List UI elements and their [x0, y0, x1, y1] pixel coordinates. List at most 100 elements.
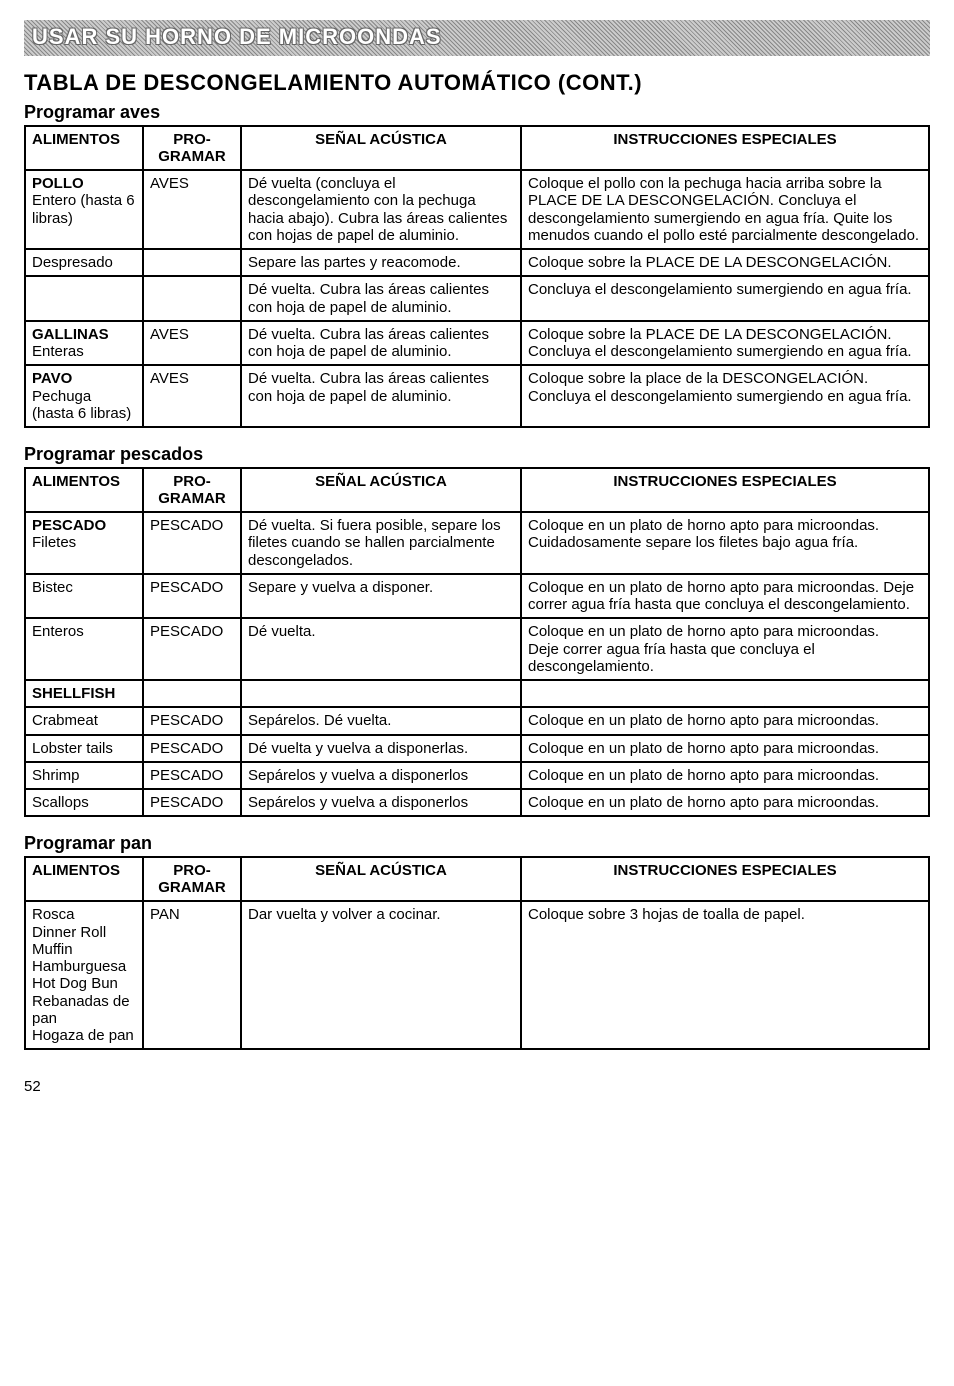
food-bold: POLLO [32, 175, 84, 192]
food-plain: RoscaDinner RollMuffinHamburguesaHot Dog… [32, 906, 134, 1044]
instructions-cell: Coloque en un plato de horno apto para m… [521, 735, 929, 762]
food-cell: Scallops [25, 789, 143, 816]
food-cell [25, 276, 143, 321]
program-cell: PESCADO [143, 574, 241, 619]
instructions-cell: Coloque sobre 3 hojas de toalla de papel… [521, 901, 929, 1049]
column-header: ALIMENTOS [25, 468, 143, 512]
program-cell: PESCADO [143, 707, 241, 734]
table-row: Crabmeat PESCADOSepárelos. Dé vuelta.Colo… [25, 707, 929, 734]
food-plain: Pechuga (hasta 6 libras) [32, 388, 131, 422]
food-bold: SHELLFISH [32, 685, 115, 702]
instructions-cell: Coloque en un plato de horno apto para m… [521, 512, 929, 574]
column-header: PRO-GRAMAR [143, 126, 241, 170]
food-cell: POLLOEntero (hasta 6 libras) [25, 170, 143, 249]
food-cell: Enteros [25, 618, 143, 680]
section-banner: USAR SU HORNO DE MICROONDAS [24, 20, 930, 56]
program-cell [143, 249, 241, 276]
column-header: SEÑAL ACÚSTICA [241, 468, 521, 512]
instructions-cell: Coloque sobre la PLACE DE LA DESCONGELAC… [521, 321, 929, 366]
defrost-table: ALIMENTOSPRO-GRAMARSEÑAL ACÚSTICAINSTRUC… [24, 467, 930, 817]
food-plain: Entero (hasta 6 libras) [32, 192, 135, 226]
instructions-cell: Coloque sobre la PLACE DE LA DESCONGELAC… [521, 249, 929, 276]
table-row: POLLOEntero (hasta 6 libras)AVESDé vuelt… [25, 170, 929, 249]
food-plain: Bistec [32, 579, 73, 596]
section-heading: Programar pan [24, 833, 930, 854]
signal-cell: Sepárelos y vuelva a disponerlos [241, 762, 521, 789]
instructions-cell: Coloque sobre la place de la DESCONGELAC… [521, 365, 929, 427]
signal-cell: Dé vuelta. Si fuera posible, separe los … [241, 512, 521, 574]
table-row: SHELLFISH [25, 680, 929, 707]
instructions-cell: Coloque en un plato de horno apto para m… [521, 618, 929, 680]
food-plain: Scallops [32, 794, 89, 811]
food-cell: Lobster tails [25, 735, 143, 762]
food-cell: PAVOPechuga (hasta 6 libras) [25, 365, 143, 427]
program-cell: PESCADO [143, 789, 241, 816]
signal-cell: Dé vuelta. Cubra las áreas calientes con… [241, 365, 521, 427]
signal-cell: Dé vuelta. Cubra las áreas calientes con… [241, 276, 521, 321]
instructions-cell: Coloque en un plato de horno apto para m… [521, 789, 929, 816]
food-cell: Crabmeat [25, 707, 143, 734]
signal-cell: Dé vuelta. Cubra las áreas calientes con… [241, 321, 521, 366]
signal-cell [241, 680, 521, 707]
table-row: Dé vuelta. Cubra las áreas calientes con… [25, 276, 929, 321]
instructions-cell: Coloque en un plato de horno apto para m… [521, 762, 929, 789]
program-cell: PESCADO [143, 512, 241, 574]
program-cell [143, 680, 241, 707]
food-plain: Lobster tails [32, 740, 113, 757]
column-header: ALIMENTOS [25, 857, 143, 901]
instructions-cell: Coloque en un plato de horno apto para m… [521, 707, 929, 734]
food-plain: Despresado [32, 254, 113, 271]
food-cell: Shrimp [25, 762, 143, 789]
signal-cell: Dé vuelta y vuelva a disponerlas. [241, 735, 521, 762]
table-row: PAVOPechuga (hasta 6 libras)AVESDé vuelt… [25, 365, 929, 427]
table-row: Shrimp PESCADOSepárelos y vuelva a dispon… [25, 762, 929, 789]
column-header: ALIMENTOS [25, 126, 143, 170]
program-cell: PESCADO [143, 618, 241, 680]
column-header: SEÑAL ACÚSTICA [241, 857, 521, 901]
table-row: RoscaDinner RollMuffinHamburguesaHot Dog… [25, 901, 929, 1049]
program-cell: PESCADO [143, 762, 241, 789]
table-row: Bistec PESCADOSepare y vuelva a disponer.… [25, 574, 929, 619]
table-row: GALLINASEnterasAVESDé vuelta. Cubra las … [25, 321, 929, 366]
food-bold: GALLINAS [32, 326, 109, 343]
column-header: INSTRUCCIONES ESPECIALES [521, 126, 929, 170]
food-cell: RoscaDinner RollMuffinHamburguesaHot Dog… [25, 901, 143, 1049]
signal-cell: Dar vuelta y volver a cocinar. [241, 901, 521, 1049]
instructions-cell: Coloque el pollo con la pechuga hacia ar… [521, 170, 929, 249]
program-cell: PESCADO [143, 735, 241, 762]
column-header: INSTRUCCIONES ESPECIALES [521, 468, 929, 512]
food-plain: Enteros [32, 623, 84, 640]
signal-cell: Sepárelos y vuelva a disponerlos [241, 789, 521, 816]
signal-cell: Dé vuelta. [241, 618, 521, 680]
defrost-table: ALIMENTOSPRO-GRAMARSEÑAL ACÚSTICAINSTRUC… [24, 125, 930, 428]
page-title: TABLA DE DESCONGELAMIENTO AUTOMÁTICO (CO… [24, 70, 930, 96]
column-header: PRO-GRAMAR [143, 468, 241, 512]
table-row: Despresado Separe las partes y reacomode.… [25, 249, 929, 276]
signal-cell: Separe y vuelva a disponer. [241, 574, 521, 619]
program-cell [143, 276, 241, 321]
food-cell: GALLINASEnteras [25, 321, 143, 366]
food-plain: Crabmeat [32, 712, 98, 729]
program-cell: AVES [143, 365, 241, 427]
section-heading: Programar pescados [24, 444, 930, 465]
column-header: INSTRUCCIONES ESPECIALES [521, 857, 929, 901]
instructions-cell: Concluya el descongelamiento sumergiendo… [521, 276, 929, 321]
column-header: SEÑAL ACÚSTICA [241, 126, 521, 170]
section-heading: Programar aves [24, 102, 930, 123]
table-row: Scallops PESCADOSepárelos y vuelva a disp… [25, 789, 929, 816]
table-row: Lobster tails PESCADODé vuelta y vuelva a… [25, 735, 929, 762]
food-cell: Despresado [25, 249, 143, 276]
food-cell: SHELLFISH [25, 680, 143, 707]
defrost-table: ALIMENTOSPRO-GRAMARSEÑAL ACÚSTICAINSTRUC… [24, 856, 930, 1050]
signal-cell: Sepárelos. Dé vuelta. [241, 707, 521, 734]
food-plain: Enteras [32, 343, 84, 360]
food-plain: Shrimp [32, 767, 80, 784]
table-row: PESCADOFiletesPESCADODé vuelta. Si fuera… [25, 512, 929, 574]
instructions-cell [521, 680, 929, 707]
banner-text: USAR SU HORNO DE MICROONDAS [32, 24, 442, 50]
food-cell: PESCADOFiletes [25, 512, 143, 574]
signal-cell: Separe las partes y reacomode. [241, 249, 521, 276]
food-cell: Bistec [25, 574, 143, 619]
instructions-cell: Coloque en un plato de horno apto para m… [521, 574, 929, 619]
food-bold: PESCADO [32, 517, 106, 534]
